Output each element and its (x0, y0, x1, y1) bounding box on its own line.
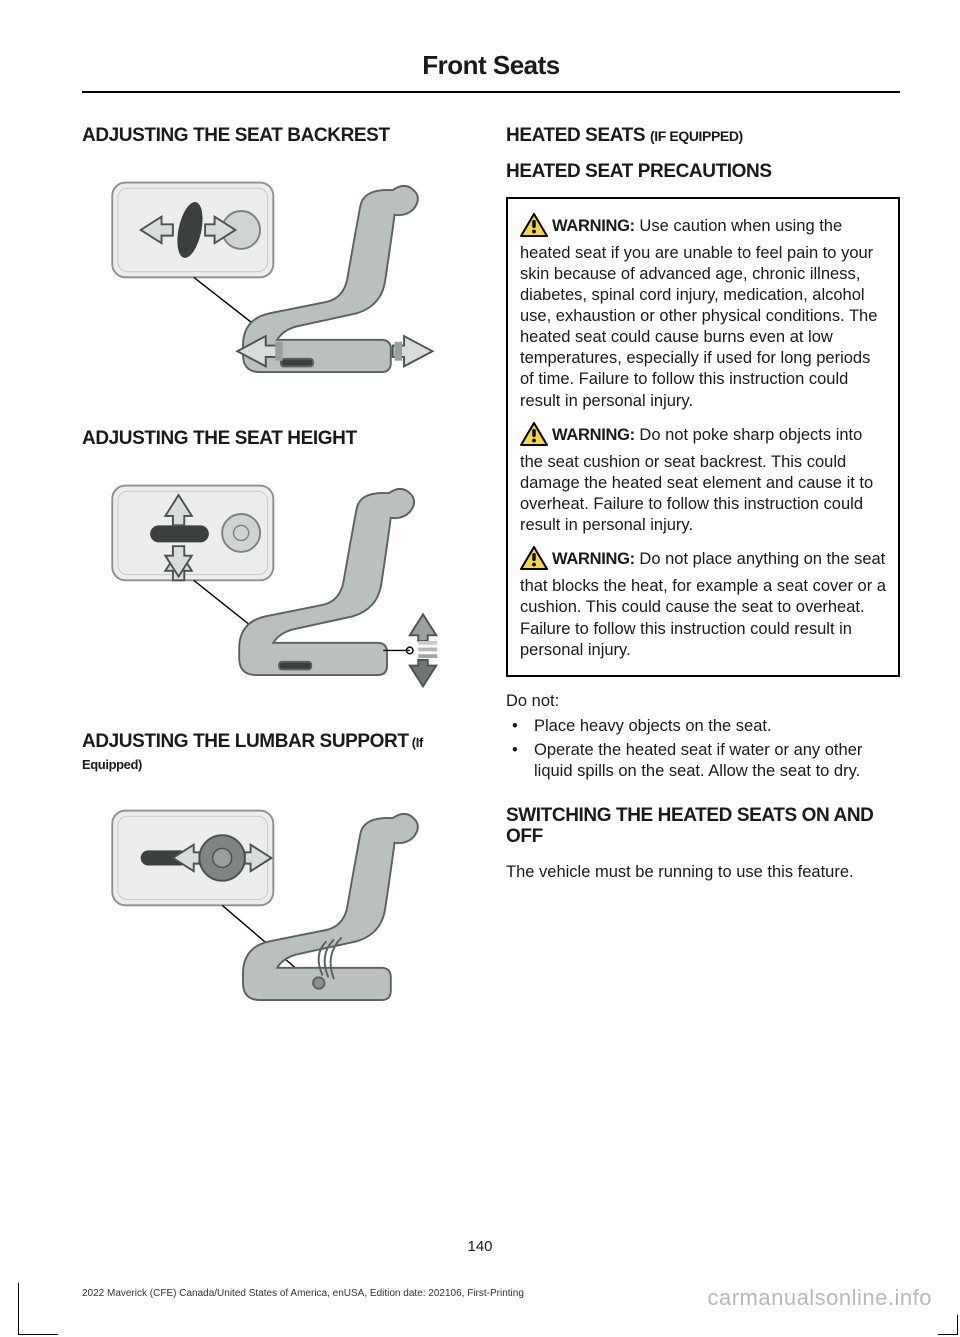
heading-backrest: ADJUSTING THE SEAT BACKREST (82, 125, 476, 147)
warning-label: WARNING: (552, 217, 635, 235)
warning-1-text: Use caution when using the heated seat i… (520, 217, 877, 410)
heading-heated-main: HEATED SEATS (506, 125, 650, 146)
warning-label: WARNING: (552, 426, 635, 444)
heading-heated-qualifier: (IF EQUIPPED) (650, 128, 743, 144)
heading-precautions: HEATED SEAT PRECAUTIONS (506, 161, 900, 183)
warning-icon (520, 213, 548, 243)
warning-label: WARNING: (552, 550, 635, 568)
diagram-height (82, 464, 476, 709)
watermark: carmanualsonline.info (707, 1285, 932, 1311)
do-not-intro: Do not: (506, 691, 900, 712)
page-number: 140 (0, 1238, 960, 1255)
warning-2: WARNING: Do not poke sharp objects into … (520, 422, 886, 537)
heading-height: ADJUSTING THE SEAT HEIGHT (82, 428, 476, 450)
warning-icon (520, 422, 548, 452)
warning-icon (520, 546, 548, 576)
chapter-title: Front Seats (82, 50, 900, 93)
heading-heated-seats: HEATED SEATS (IF EQUIPPED) (506, 125, 900, 147)
do-not-list: Place heavy objects on the seat. Operate… (506, 716, 900, 782)
warning-1: WARNING: Use caution when using the heat… (520, 213, 886, 412)
warning-box: WARNING: Use caution when using the heat… (506, 197, 900, 677)
heading-lumbar-main: ADJUSTING THE LUMBAR SUPPORT (82, 731, 409, 752)
heading-lumbar: ADJUSTING THE LUMBAR SUPPORT (If Equippe… (82, 731, 476, 775)
list-item: Place heavy objects on the seat. (506, 716, 900, 737)
list-item: Operate the heated seat if water or any … (506, 740, 900, 783)
warning-3: WARNING: Do not place anything on the se… (520, 546, 886, 661)
switching-text: The vehicle must be running to use this … (506, 862, 900, 883)
heading-switching: SWITCHING THE HEATED SEATS ON AND OFF (506, 805, 900, 849)
footer-edition: 2022 Maverick (CFE) Canada/United States… (82, 1288, 524, 1299)
diagram-backrest (82, 161, 476, 406)
crop-mark-icon (18, 1283, 58, 1335)
left-column: ADJUSTING THE SEAT BACKREST (82, 125, 476, 1033)
diagram-lumbar (82, 788, 476, 1033)
right-column: HEATED SEATS (IF EQUIPPED) HEATED SEAT P… (506, 125, 900, 1033)
crop-mark-icon (938, 1315, 958, 1335)
